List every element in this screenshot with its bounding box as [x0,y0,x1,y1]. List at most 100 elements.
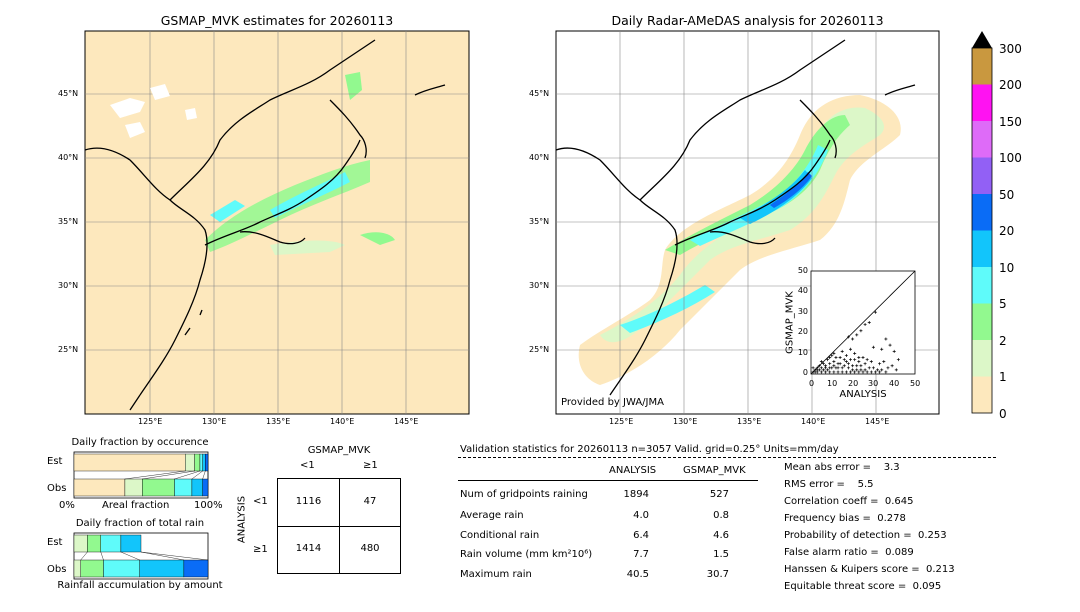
rain-connector [140,551,209,561]
bar-est-1 [185,453,195,472]
r-lat-tick-35: 35°N [529,217,550,226]
scatter-point [844,353,848,357]
scatter-point [830,353,834,357]
rain-band-japan-sea [210,200,245,222]
scatter-point [819,366,823,370]
scatter-point [876,368,880,372]
cell-pos-neg: 1414 [295,543,322,554]
stats-row-gsmap: 0.8 [713,510,729,521]
occ-connector [202,470,206,480]
rain-band-east [360,232,395,245]
lon-tick-125: 125°E [138,417,163,426]
right-map-coastline [555,39,916,396]
scatter-xlabel: ANALYSIS [839,389,887,400]
scatter-ytick-0: 0 [802,368,808,377]
stats-row-gsmap: 527 [709,489,729,500]
scatter-xtick-0: 0 [809,379,815,388]
scatter-points [811,310,900,374]
stats-row-analysis: 4.0 [633,510,649,521]
scatter-ytick-50: 50 [797,266,808,275]
r-lat-tick-25: 25°N [529,345,550,354]
scatter-point [840,370,844,374]
right-lat-ticks: 45°N 40°N 35°N 30°N 25°N [523,31,555,414]
left-map-coastline [84,39,446,411]
scatter-point [884,337,888,341]
scatter-point [824,370,828,374]
scatter-y-ticks: 50 40 30 20 10 0 [790,266,808,378]
scatter-point [890,364,894,368]
cb-label-5: 5 [999,297,1007,311]
scatter-point [865,358,869,362]
scatter-point [838,356,842,360]
score-hk: Hanssen & Kuipers score = 0.213 [784,564,955,575]
scatter-point [859,329,863,333]
occ-label-obs: Obs [47,483,67,494]
scatter-point [849,370,853,374]
scatter-point [880,347,884,351]
scatter-point [836,366,840,370]
r-lon-tick-125: 125°E [609,417,634,426]
colorbar-bin-2 [972,303,992,340]
colorbar-segments [972,48,992,413]
r-lon-tick-145: 145°E [865,417,890,426]
lat-tick-35: 35°N [58,217,79,226]
rain-bars [73,534,209,578]
contingency-col-lt1: <1 [300,460,315,471]
scatter-point [873,310,877,314]
scatter-point [888,343,892,347]
r-lon-tick-140: 140°E [801,417,826,426]
contingency-side-label: ANALYSIS [236,495,248,544]
scatter-point [865,370,869,374]
scatter-point [821,368,825,372]
scatter-point [851,364,855,368]
scatter-point [828,362,832,366]
scatter-xtick-40: 40 [889,379,900,388]
bar-obs-1 [124,478,143,497]
stats-row-analysis: 7.7 [633,549,649,560]
colorbar-bin-150 [972,84,992,121]
cb-label-10: 10 [999,261,1015,275]
r-lon-tick-135: 135°E [737,417,762,426]
scatter-point [853,351,857,355]
scatter-point [855,333,859,337]
bar-est-10 [202,453,206,472]
stats-row-label: Conditional rain [460,530,540,541]
total-rain-footer: Rainfall accumulation by amount [57,580,223,591]
r-lat-tick-45: 45°N [529,89,550,98]
stats-row-label: Rain volume (mm km²10⁶) [460,549,593,560]
occ-bars [73,453,209,497]
score-freq-bias: Frequency bias = 0.278 [784,513,906,524]
bar-obs-5 [103,559,140,578]
colorbar-bin-5 [972,267,992,304]
bar-obs-5 [174,478,193,497]
scatter-point [861,370,865,374]
stats-row-analysis: 1894 [623,489,649,500]
score-pod: Probability of detection = 0.253 [784,530,947,541]
stats-row-label: Maximum rain [460,569,532,580]
right-map-rain [578,95,901,385]
scatter-xtick-30: 30 [868,379,879,388]
scatter-point [873,370,877,374]
stats-row-gsmap: 30.7 [706,569,729,580]
scatter-point [855,364,859,368]
scatter-point [842,364,846,368]
colorbar-bin-10 [972,230,992,267]
stats-row-label: Num of gridpoints raining [460,489,588,500]
scatter-point [855,368,859,372]
scatter-point [880,368,884,372]
colorbar-over-arrow [972,31,992,48]
occ-axis-left: 0% [59,500,75,511]
scatter-point [844,370,848,374]
stats-row-gsmap: 4.6 [713,530,729,541]
right-lon-ticks: 125°E 130°E 135°E 140°E 145°E [556,417,939,429]
cell-hit-neg-neg: 1116 [295,496,322,507]
scatter-point [886,366,890,370]
bar-obs-10 [191,478,203,497]
stats-col-gsmap: GSMAP_MVK [683,465,746,476]
analysis-rain-south [620,285,715,333]
bar-est-20 [205,453,209,472]
scatter-point [826,358,830,362]
scatter-point [819,370,823,374]
scatter-point [811,370,815,374]
bar-obs-20 [183,559,209,578]
